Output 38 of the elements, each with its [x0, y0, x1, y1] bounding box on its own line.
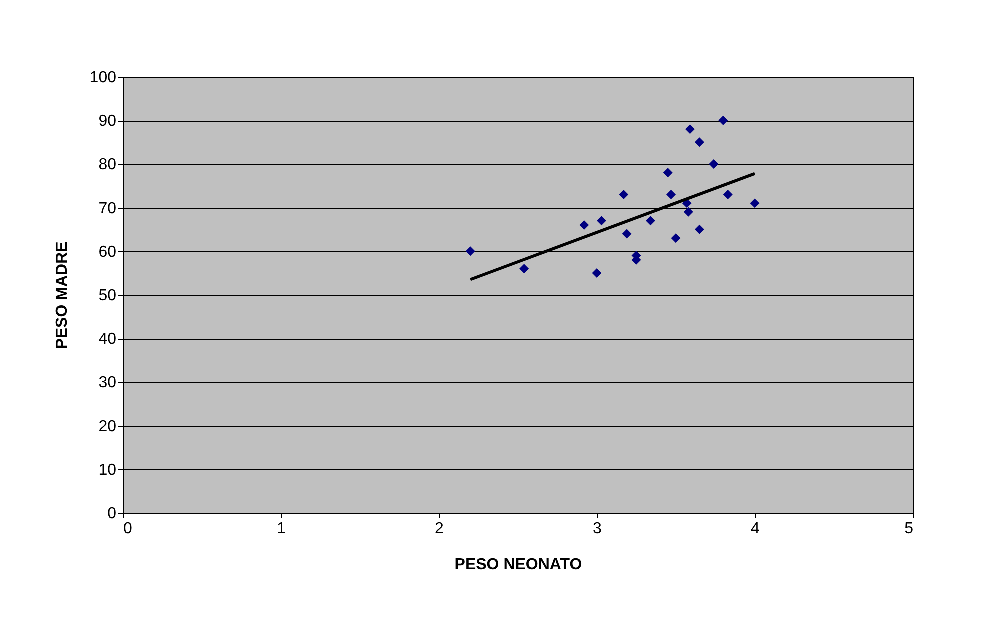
y-tick-label: 80 [98, 156, 117, 174]
point [466, 246, 476, 256]
point [663, 168, 673, 178]
y-tick-label: 100 [90, 70, 117, 86]
point [646, 216, 656, 226]
point [671, 234, 681, 244]
point [619, 190, 629, 200]
point [718, 116, 728, 126]
x-tick-label: 4 [751, 520, 760, 538]
y-tick-label: 30 [98, 374, 117, 392]
point [622, 229, 632, 239]
y-tick-label: 40 [98, 331, 117, 348]
point [684, 207, 694, 217]
point [666, 190, 676, 200]
point [592, 268, 602, 278]
x-tick-label: 5 [904, 520, 914, 538]
point [709, 159, 719, 169]
point [685, 124, 695, 134]
x-tick-label: 0 [124, 520, 132, 538]
x-tick-label: 3 [593, 520, 602, 538]
x-tick-label: 2 [435, 520, 444, 538]
x-tick-label: 1 [277, 520, 286, 538]
y-tick-label: 20 [98, 418, 117, 436]
y-tick-label: 10 [98, 462, 117, 479]
point [580, 220, 590, 230]
point [520, 264, 530, 274]
y-tick-label: 50 [98, 288, 117, 304]
point [596, 216, 606, 226]
y-tick-label: 0 [108, 506, 117, 522]
point [750, 198, 760, 208]
x-axis-title: PESO NEONATO [454, 556, 582, 574]
y-tick-label: 90 [98, 113, 117, 130]
point [694, 138, 704, 148]
point [694, 224, 704, 234]
y-tick-label: 60 [98, 244, 117, 261]
y-axis-title: PESO MADRE [54, 241, 71, 350]
point [723, 190, 733, 200]
y-tick-label: 70 [98, 200, 117, 218]
